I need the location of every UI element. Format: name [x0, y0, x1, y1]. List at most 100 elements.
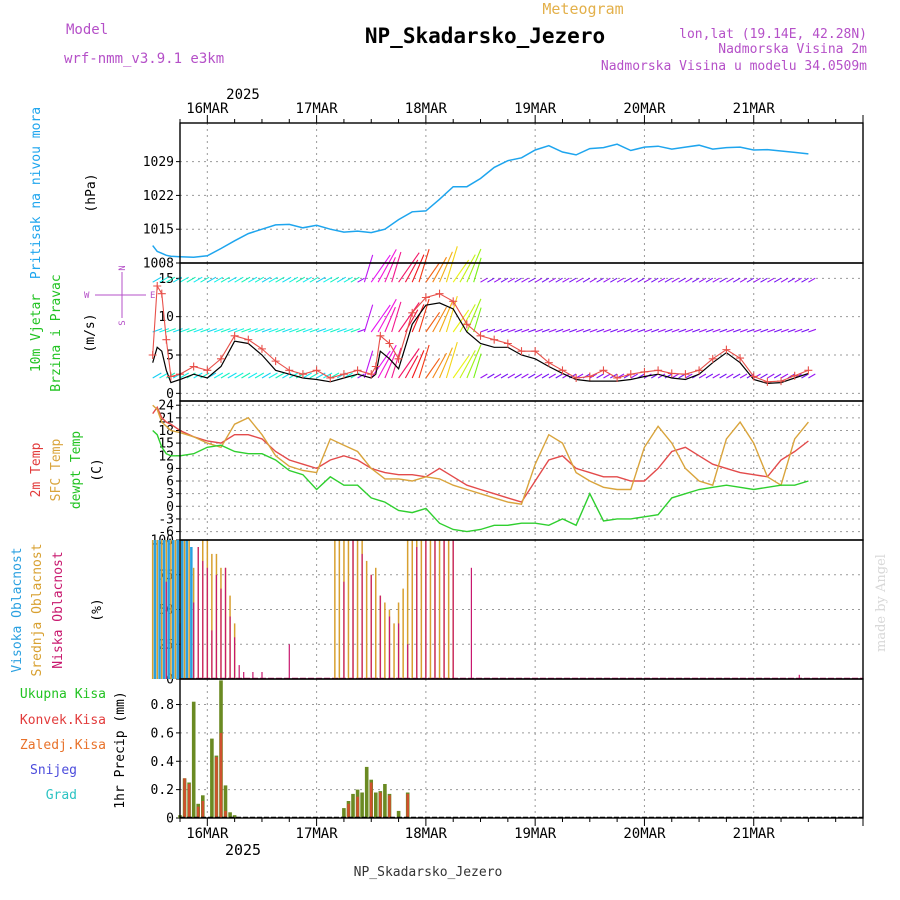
wind-arrow: [616, 277, 625, 283]
wind-arrow: [193, 328, 204, 333]
mid-cloud-bar: [365, 560, 368, 679]
wind-arrow: [418, 344, 430, 379]
wind-arrow: [452, 259, 470, 283]
precip-total-bar: [396, 810, 401, 818]
mid-cloud-bar: [356, 540, 359, 679]
cloud-unit: (%): [90, 598, 105, 621]
wind-arrow: [487, 277, 495, 283]
precip-conv-bar: [388, 795, 391, 818]
wind-gust-marker: [421, 293, 430, 302]
wind-arrow: [657, 373, 666, 379]
wind-arrow: [623, 328, 632, 333]
precip-conv-bar: [379, 792, 382, 818]
wind-arrow: [637, 277, 645, 283]
wind-arrow: [732, 277, 741, 283]
wind-arrow: [562, 373, 570, 379]
wind-arrow: [630, 373, 638, 379]
wind-gust-marker: [371, 362, 380, 371]
wind-arrow: [452, 355, 470, 379]
wind-arrow: [719, 373, 727, 379]
y-tick-label: 1022: [143, 189, 174, 204]
wind-arrow: [152, 276, 162, 283]
wind-gust-marker: [244, 335, 253, 344]
wind-arrow: [780, 277, 789, 283]
wind-arrow: [248, 328, 258, 333]
wind-arrow: [186, 276, 196, 283]
wind-gust-marker: [298, 370, 307, 379]
low-cloud-bar: [238, 665, 240, 679]
wind-arrow: [521, 373, 529, 379]
wind-gust-marker: [216, 354, 225, 363]
wind-arrow: [630, 277, 638, 283]
wind-arrow: [466, 248, 482, 283]
wind-gust-marker: [435, 289, 444, 298]
mid-cloud-bar: [393, 623, 395, 679]
wind-arrow: [534, 373, 543, 379]
panel-frame: [179, 678, 864, 819]
wind-gust-marker: [763, 377, 772, 386]
credit-watermark: made by Angel: [874, 554, 889, 652]
wind-arrow: [425, 311, 441, 333]
wind-arrow: [623, 277, 632, 283]
wind-arrow: [582, 277, 591, 283]
mid-cloud-bar: [384, 602, 386, 679]
wind-arrow: [664, 328, 673, 333]
header: Model wrf-nmm_v3.9.1 e3km Meteogram NP_S…: [64, 0, 867, 103]
y-tick-label: 0: [166, 500, 174, 515]
wind-gust-marker: [271, 357, 280, 366]
wind-arrow: [493, 277, 502, 283]
wind-arrow: [555, 373, 563, 379]
wind-arrow: [685, 373, 693, 379]
y-tick-label: 0.2: [151, 783, 174, 798]
low-cloud-bar: [398, 623, 400, 679]
wind-arrow: [739, 373, 748, 379]
wind-arrow: [213, 372, 224, 379]
wind-gust-marker: [394, 354, 403, 363]
wind-arrow: [575, 328, 584, 333]
wind-arrow: [541, 277, 550, 283]
wind-arrow: [514, 373, 522, 379]
wind-arrow: [336, 276, 347, 283]
wind-arrow: [473, 353, 482, 379]
wind-gust-marker: [654, 366, 663, 375]
coordinates: lon,lat (19.14E, 42.28N): [679, 27, 867, 42]
wind-arrow: [705, 328, 714, 333]
y-tick-label: 0.6: [151, 726, 174, 741]
precip-total-bar: [364, 766, 369, 818]
wind-arrow: [480, 277, 488, 283]
wind-arrow: [569, 328, 577, 333]
x-day-label-top: 19MAR: [514, 101, 557, 117]
wind-arrow: [438, 347, 453, 379]
wind-gust-marker: [153, 282, 162, 290]
precip-legend-0: Ukupna Kisa: [20, 687, 106, 702]
temp-sfc-line: [152, 404, 809, 505]
wind-arrow: [712, 328, 721, 333]
temp-unit: (C): [90, 458, 105, 481]
y-tick-label: -3: [158, 512, 174, 527]
pressure-line: [152, 143, 809, 258]
low-cloud-bar: [379, 595, 381, 679]
wind-arrow: [220, 276, 230, 283]
wind-arrow: [596, 373, 604, 379]
wind-arrow: [370, 350, 391, 379]
precip-legend-4: Grad: [46, 788, 77, 803]
wind-arrow: [234, 276, 244, 283]
wind-arrow: [500, 373, 509, 379]
low-cloud-bar: [202, 560, 204, 679]
low-cloud-bar: [243, 672, 245, 679]
wind-arrow: [746, 328, 755, 333]
wind-arrow: [268, 276, 278, 283]
wind-arrow: [411, 350, 425, 379]
wind-arrow: [234, 328, 245, 333]
wind-arrow: [651, 328, 659, 333]
x-day-label-bottom: 17MAR: [296, 826, 339, 842]
wind-arrow: [801, 373, 809, 379]
wind-arrow: [480, 328, 489, 333]
wind-arrow: [459, 254, 476, 283]
wind-arrow: [363, 350, 374, 379]
mid-cloud-bar: [406, 540, 409, 679]
wind-arrow: [275, 372, 285, 379]
low-cloud-bar: [388, 616, 391, 679]
low-cloud-bar: [193, 602, 195, 679]
